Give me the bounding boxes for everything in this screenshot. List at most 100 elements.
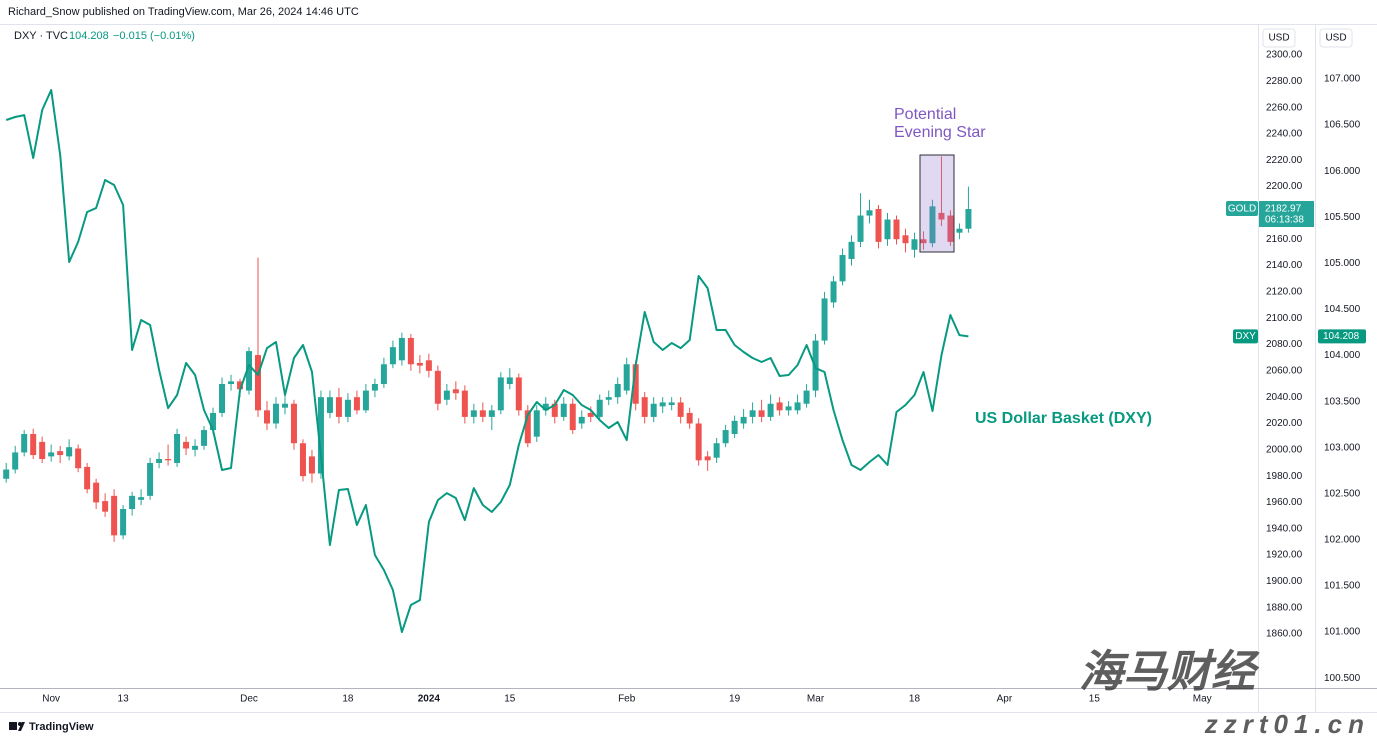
x-tick-label: 19 [729,694,741,705]
x-tick-label: Dec [240,694,258,705]
y2-tick-label: 106.000 [1324,166,1361,177]
tradingview-logo [9,722,25,731]
line-series [5,89,969,634]
candle-body [776,402,783,411]
y-tick-label: 2040.00 [1266,392,1303,403]
y-tick-label: 1860.00 [1266,629,1303,640]
legend-symbol: DXY · TVC [14,30,68,42]
annotation: US Dollar Basket (DXY) [975,410,1152,427]
price-label-box [1259,201,1314,228]
axis-unit[interactable]: USD [1268,33,1289,44]
candle-body [66,447,73,457]
candle-body [452,389,459,394]
legend-change: −0.015 (−0.01%) [113,30,195,42]
candle-body [956,228,963,233]
x-tick-label: 18 [342,694,354,705]
candle-body [183,441,190,449]
x-tick-label: 18 [909,694,921,705]
candle-body [434,370,441,404]
candle-body [156,459,163,463]
candle-body [911,239,918,250]
candle-body [39,441,46,460]
y-tick-label: 2200.00 [1266,181,1303,192]
y2-tick-label: 104.500 [1324,304,1361,315]
candle-body [605,397,612,400]
candle-body [21,434,28,453]
candle-body [30,434,37,456]
candle-body [497,377,504,411]
y-tick-label: 1960.00 [1266,497,1303,508]
candle-body [398,337,405,361]
candle-body [470,410,477,417]
candle-body [920,239,927,244]
candle-body [524,410,531,444]
plot-area [3,89,972,634]
candle-body [668,402,675,406]
axis-unit-box[interactable] [1319,28,1353,48]
y-tick-label: 2280.00 [1266,76,1303,87]
candle-body [704,456,711,461]
candle-body [587,412,594,417]
pattern-box [919,154,955,253]
candle-body [686,412,693,424]
candle-body [884,219,891,240]
candle-body [722,430,729,444]
candle-body [389,347,396,365]
candle-body [425,360,432,371]
candle-body [515,377,522,411]
price-label-name: GOLD [1228,204,1256,215]
x-tick-label: 13 [118,694,130,705]
axis-unit[interactable]: USD [1325,33,1346,44]
candle-body [533,410,540,437]
candle-body [84,466,91,490]
y-tick-label: 2060.00 [1266,365,1303,376]
candle-body [488,410,495,417]
candle-body [866,210,873,216]
candle-body [102,501,109,512]
price-label-value: 104.208 [1323,331,1360,342]
candle-body [326,397,333,413]
y-tick-label: 1920.00 [1266,550,1303,561]
y2-tick-label: 107.000 [1324,74,1361,85]
candle-body [857,215,864,242]
candle-body [578,416,585,424]
candle-body [740,416,747,424]
candle-body [147,462,154,496]
candle-body [371,384,378,391]
candle-body [695,423,702,461]
candle-body [111,495,118,536]
candle-body [281,403,288,408]
axis-unit-box[interactable] [1262,28,1296,48]
y2-tick-label: 103.500 [1324,396,1361,407]
candle-body [506,377,513,385]
candle-body [246,351,253,391]
price-label-countdown: 06:13:38 [1265,215,1304,226]
price-label-box [1318,329,1366,344]
candle-body [380,364,387,385]
y-tick-label: 2100.00 [1266,313,1303,324]
y2-tick-label: 101.500 [1324,581,1361,592]
candle-body [713,443,720,458]
annotation: Evening Star [894,124,986,141]
y-tick-label: 2000.00 [1266,444,1303,455]
candle-body [551,403,558,417]
candle-body [308,456,315,474]
y-tick-label: 2120.00 [1266,287,1303,298]
x-tick-label: May [1193,694,1212,705]
y-tick-label: 1880.00 [1266,602,1303,613]
y2-tick-label: 101.000 [1324,627,1361,638]
price-label-tag [1226,201,1258,217]
price-label-tag [1233,329,1258,344]
price-label-value: 2182.97 [1265,204,1302,215]
candle-body [174,434,181,463]
y2-tick-label: 102.500 [1324,488,1361,499]
candle-body [129,495,136,510]
x-tick-label: Mar [807,694,825,705]
y2-tick-label: 105.000 [1324,258,1361,269]
candle-body [848,241,855,259]
y-tick-label: 2080.00 [1266,339,1303,350]
candle-body [650,403,657,417]
y2-tick-label: 103.000 [1324,442,1361,453]
candle-body [947,215,954,242]
